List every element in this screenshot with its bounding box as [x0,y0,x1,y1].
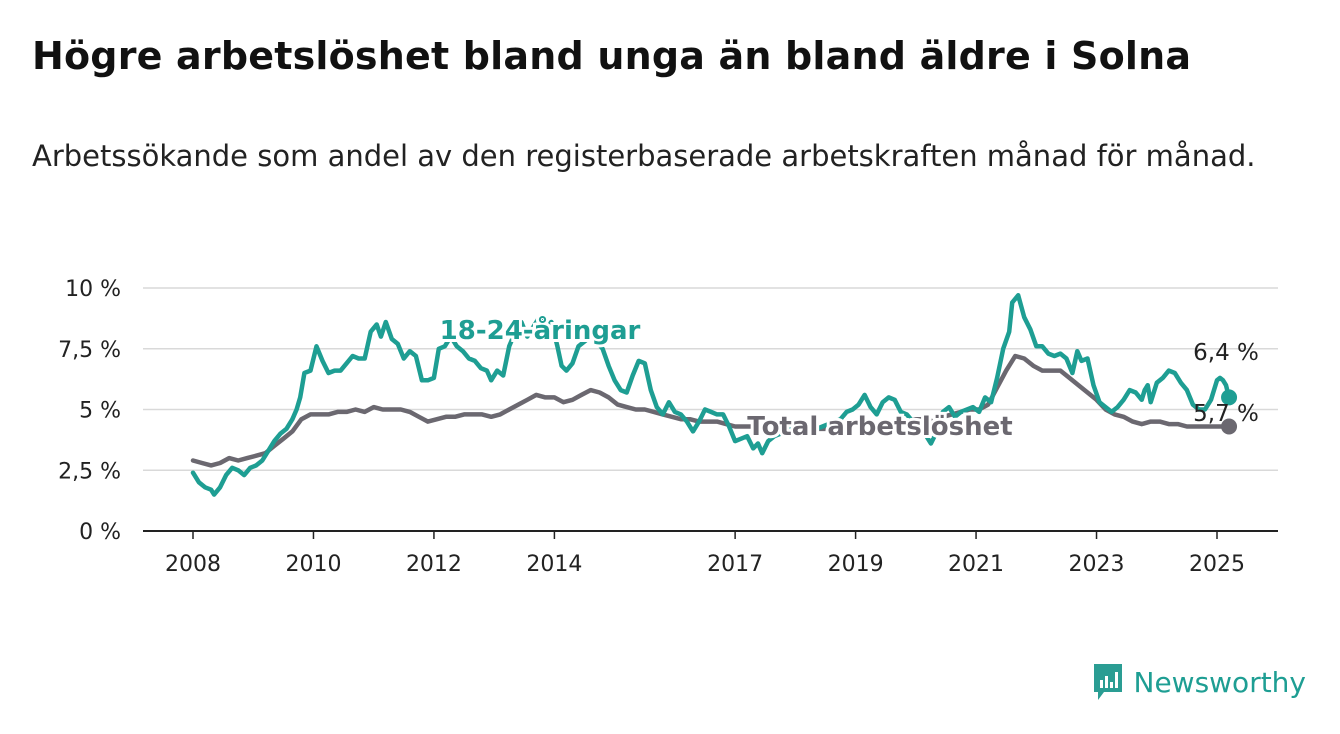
series-line [190,353,1232,468]
newsworthy-logo: Newsworthy [1092,662,1307,702]
x-tick-label: 2014 [526,552,582,577]
logo-text: Newsworthy [1133,665,1307,699]
y-tick-label: 10 % [65,277,121,302]
x-tick-label: 2021 [948,552,1004,577]
series-label-youth: 18-24-åringar [440,314,641,346]
series-labels: 18-24-åringar Total arbetslöshet 6,4 % 5,7 … [437,311,1259,445]
chart-title: Högre arbetslöshet bland unga än bland ä… [32,34,1192,78]
newsworthy-logo-icon [1093,664,1122,700]
y-tick-label: 0 % [79,520,121,545]
chart-subtitle: Arbetssökande som andel av den registerb… [32,139,1256,173]
end-value-youth: 6,4 % [1193,340,1259,366]
y-tick-label: 7,5 % [58,338,121,363]
x-axis-ticks: 2008 2010 2012 2014 2017 2019 2021 2023 2025 [165,531,1245,577]
y-tick-label: 5 % [79,399,121,424]
x-tick-label: 2008 [165,552,221,577]
end-value-total: 5,7 % [1193,401,1259,427]
x-tick-label: 2025 [1189,552,1245,577]
y-axis-ticks: 0 % 2,5 % 5 % 7,5 % 10 % [58,277,121,545]
x-tick-label: 2019 [828,552,884,577]
series-label-total: Total arbetslöshet [747,412,1012,442]
y-tick-label: 2,5 % [58,459,121,484]
x-tick-label: 2012 [406,552,462,577]
x-tick-label: 2017 [707,552,763,577]
series-lines [190,293,1238,497]
x-tick-label: 2010 [285,552,341,577]
series-line [190,293,1232,497]
x-tick-label: 2023 [1069,552,1125,577]
gridlines [143,287,1278,532]
series-end-point [1221,389,1238,406]
series-end-point [1221,418,1238,435]
